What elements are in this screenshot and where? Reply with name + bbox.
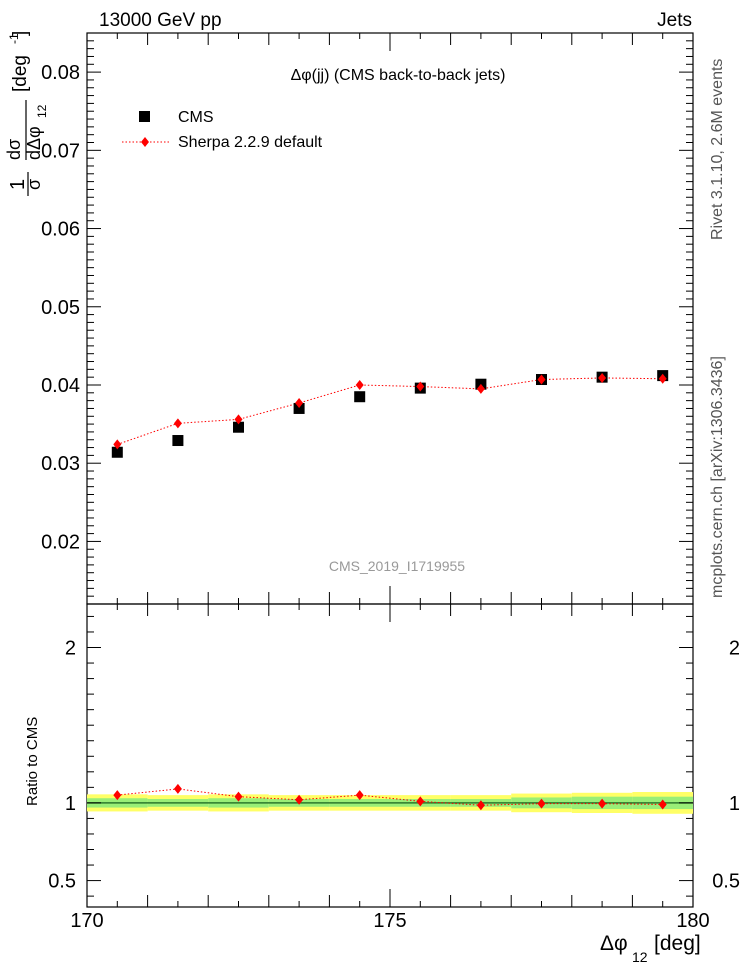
y-tick-label: 0.06 [41,219,80,241]
x-ticks: 170 175 180 [70,33,710,932]
svg-text:1: 1 [7,179,29,190]
sherpa-data-point [295,397,304,408]
analysis-watermark: CMS_2019_I1719955 [329,558,465,574]
ratio-y-ticks: 0.5 0.5 1 1 2 2 [48,615,740,897]
sherpa-data-point [355,379,364,390]
y-tick-label: 0.07 [41,140,80,162]
x-tick-label: 170 [70,910,103,932]
ratio-sherpa-point [295,794,304,805]
sherpa-data-point [476,383,485,394]
legend-cms-marker [139,111,150,122]
sherpa-data-point [173,418,182,429]
ratio-sherpa-point [234,791,243,802]
x-tick-label: 175 [373,910,406,932]
svg-text:dσ: dσ [4,139,24,160]
y-tick-label: 0.03 [41,453,80,475]
ratio-y-label: Ratio to CMS [24,717,41,806]
ratio-y-tick-label-left: 1 [65,793,76,815]
mcplots-label: mcplots.cern.ch [arXiv:1306.3436] [709,356,726,598]
main-series [111,370,669,458]
svg-text:[deg]: [deg] [654,932,701,955]
ratio-sherpa-point [355,790,364,801]
cms-data-point [233,421,244,433]
svg-text:-1: -1 [7,33,21,44]
cms-data-point [354,391,366,403]
x-tick-label: 180 [676,910,709,932]
sherpa-data-point [658,373,667,384]
rivet-label: Rivet 3.1.10, 2.6M events [709,59,726,240]
svg-text:σ: σ [24,179,44,190]
main-y-axis-label: 1 σ dσ dΔφ 12 [deg -1 ] [4,31,49,196]
sherpa-data-point [416,381,425,392]
y-tick-label: 0.05 [41,297,80,319]
ratio-sherpa-point [658,799,667,810]
ratio-y-tick-label-right: 0.5 [712,871,740,893]
ratio-y-tick-label-right: 1 [729,793,740,815]
ratio-series [113,783,667,811]
cms-data-point [293,402,305,414]
ratio-sherpa-point [113,790,122,801]
header-right: Jets [657,10,692,31]
legend: CMS Sherpa 2.2.9 default [122,109,323,151]
legend-sherpa-label: Sherpa 2.2.9 default [178,134,323,151]
ratio-y-tick-label-left: 0.5 [48,871,76,893]
svg-text:12: 12 [632,949,648,965]
sherpa-data-point [113,439,122,450]
ratio-sherpa-point [598,798,607,809]
plot-title: Δφ(jj) (CMS back-to-back jets) [291,67,506,84]
y-tick-label: 0.08 [41,62,80,84]
ratio-sherpa-point [537,798,546,809]
svg-text:dΔφ: dΔφ [24,126,44,160]
ratio-y-tick-label-right: 2 [729,638,740,660]
cms-data-point [111,446,123,458]
svg-text:12: 12 [35,104,49,118]
cms-data-point [172,435,184,447]
ratio-sherpa-point [416,796,425,807]
y-tick-label: 0.04 [41,375,80,397]
legend-cms-label: CMS [178,109,214,126]
sherpa-data-point [234,414,243,425]
svg-text:]: ] [10,31,31,36]
svg-text:[deg: [deg [10,55,31,92]
y-tick-label: 0.02 [41,531,80,553]
ratio-sherpa-point [476,800,485,811]
main-y-ticks: 0.02 0.03 0.04 0.05 0.06 0.07 0.08 [41,40,693,597]
legend-sherpa-marker [141,137,149,147]
sherpa-data-point [598,372,607,383]
sherpa-line [117,377,663,445]
x-axis-label: Δφ 12 [deg] [600,932,701,965]
ratio-plot-frame [86,603,694,908]
ratio-sherpa-point [173,783,182,794]
sherpa-data-point [537,374,546,385]
svg-text:Δφ: Δφ [600,932,628,955]
header-left: 13000 GeV pp [99,10,222,31]
ratio-y-tick-label-left: 2 [65,638,76,660]
ratio-sherpa-line [117,788,663,806]
